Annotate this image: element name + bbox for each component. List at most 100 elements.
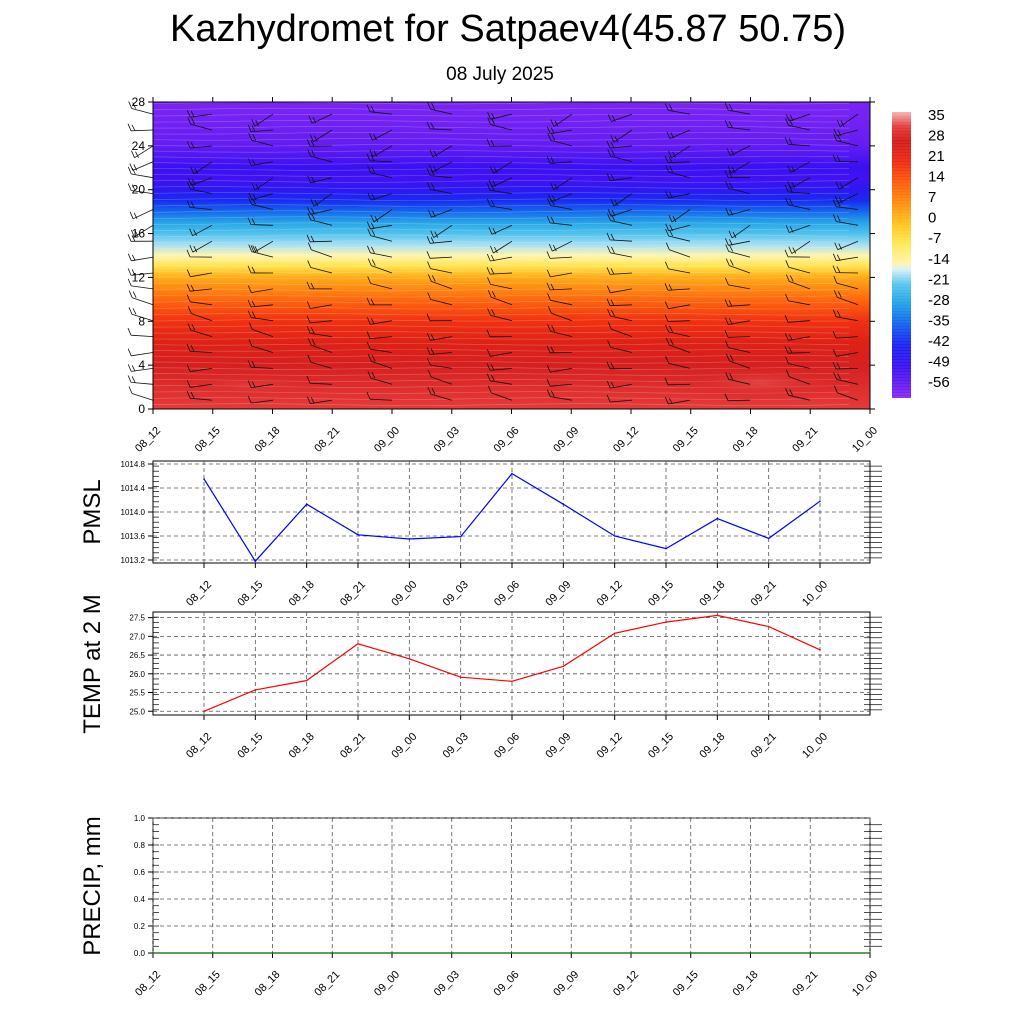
wind-barb (725, 208, 751, 216)
x-tick-label: 10_00 (800, 731, 830, 761)
wind-barb (664, 314, 691, 322)
wind-barb (186, 269, 213, 278)
wind-barb (127, 328, 154, 337)
x-tick-label: 08_15 (193, 969, 223, 999)
contour-line (152, 252, 850, 256)
wind-barb (607, 245, 633, 258)
temp-2m-point (665, 621, 667, 623)
wind-barb (546, 365, 573, 373)
wind-barb (665, 337, 691, 353)
precip-point (749, 952, 752, 954)
wind-barb (785, 388, 811, 401)
pmsl-point (459, 535, 462, 538)
precip-point (630, 952, 632, 954)
wind-barb (784, 137, 811, 147)
x-tick-label: 09_03 (441, 579, 471, 609)
x-tick-label: 09_18 (697, 579, 727, 609)
precip-panel: 0.0 0.2 0.4 0.6 0.8 1.0 08_12 08_15 08_18 08_21 09… (79, 814, 882, 999)
wind-barb (725, 372, 751, 385)
wind-barb (785, 113, 811, 122)
y-tick-label: 12 (132, 270, 146, 284)
wind-barb (547, 293, 573, 306)
wind-barb (486, 373, 513, 385)
wind-barb (306, 281, 332, 290)
wind-barb (785, 369, 811, 385)
contour-line (152, 204, 850, 207)
wind-barb (546, 126, 573, 135)
wind-barb (784, 315, 811, 323)
wind-barb (306, 396, 333, 404)
wind-barb (366, 342, 393, 353)
wind-barb (306, 234, 333, 243)
temp-2m-point (357, 643, 359, 645)
y-tick-label: 8 (138, 314, 145, 328)
contour-line (152, 120, 850, 123)
y-tick-label: 20 (132, 183, 146, 197)
x-tick-label: 08_12 (184, 731, 214, 761)
wind-barb (547, 324, 573, 337)
contour-line (152, 276, 850, 280)
wind-barb (128, 386, 154, 401)
x-tick-label: 09_06 (492, 731, 522, 761)
wind-barb (127, 234, 154, 242)
wind-barb (785, 224, 811, 233)
wind-barb (665, 228, 691, 242)
wind-barb (127, 253, 154, 262)
y-tick-label: 0.4 (134, 895, 146, 904)
pmsl-point (562, 503, 565, 506)
y-tick-label: 0.8 (134, 841, 146, 850)
colorbar-label: 28 (928, 128, 945, 145)
y-axis-title: TEMP at 2 M (79, 594, 106, 734)
wind-barb (607, 340, 633, 353)
wind-barb (490, 240, 513, 254)
wind-barb (833, 290, 859, 306)
precip-point (391, 952, 393, 954)
x-tick-label: 09_06 (492, 969, 522, 999)
wind-barb (430, 224, 453, 238)
wind-barb (725, 244, 751, 258)
wind-barb (127, 166, 154, 179)
wind-barb (427, 369, 453, 385)
colorbar-label: -42 (928, 333, 950, 350)
x-tick-label: 09_21 (790, 969, 820, 999)
wind-barb (366, 153, 393, 163)
y-tick-label: 4 (138, 358, 145, 372)
wind-barb (129, 209, 154, 220)
pmsl-point (408, 538, 411, 540)
cross-section-panel: 0 4 8 12 16 20 24 28 08_12 08_15 08_18 08_21 09_00 09… (127, 95, 880, 455)
x-tick-label: 09_21 (749, 579, 779, 609)
wind-barb (251, 177, 274, 191)
wind-barb (127, 123, 154, 132)
pmsl-point (203, 478, 205, 480)
wind-barb (131, 145, 154, 159)
wind-barb (128, 290, 154, 306)
wind-barb (127, 375, 154, 385)
y-tick-label: 0.0 (134, 949, 146, 958)
wind-barb (487, 112, 513, 120)
x-tick-label: 08_18 (287, 731, 317, 761)
wind-barb (725, 258, 751, 274)
wind-barb (785, 293, 811, 306)
x-tick-label: 09_12 (595, 731, 625, 761)
temp-2m-point (767, 625, 770, 628)
x-tick-label: 09_15 (646, 579, 676, 609)
wind-barb (367, 258, 393, 274)
contour-line (152, 234, 850, 238)
warm-surface-anomaly (665, 365, 855, 401)
wind-barb (665, 324, 691, 337)
wind-barb (250, 240, 274, 253)
x-tick-label: 08_21 (312, 969, 342, 999)
wind-barb (606, 394, 633, 403)
wind-barb (668, 209, 691, 223)
wind-barb (306, 315, 333, 324)
precip-point (451, 952, 453, 954)
wind-barb (606, 285, 633, 294)
wind-barb (489, 161, 513, 174)
precip-point (331, 952, 334, 954)
wind-barb (427, 261, 453, 274)
wind-barb (606, 298, 633, 307)
wind-barb (487, 277, 513, 290)
wind-barb (127, 278, 154, 290)
wind-barb (724, 393, 751, 402)
y-tick-label: 0.2 (134, 922, 146, 931)
